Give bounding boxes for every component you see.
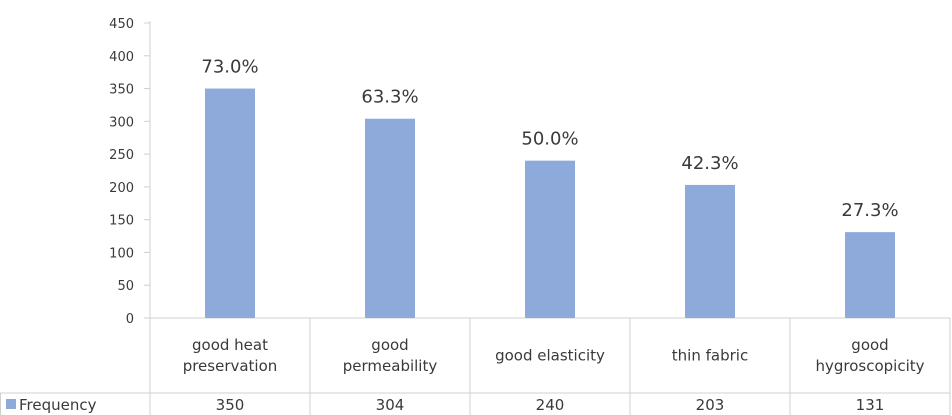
bar-5 <box>845 232 895 318</box>
table-value-cell: 304 <box>376 396 405 414</box>
category-label: preservation <box>183 357 278 375</box>
legend-label: Frequency <box>19 396 97 414</box>
bar-2 <box>365 118 415 318</box>
bar-3 <box>525 160 575 318</box>
category-label: hygroscopicity <box>815 357 924 375</box>
bar-data-label: 42.3% <box>681 153 738 174</box>
y-tick-label: 350 <box>109 83 134 98</box>
table-value-cell: 240 <box>536 396 565 414</box>
table-value-cell: 203 <box>696 396 725 414</box>
y-tick-label: 100 <box>109 246 134 261</box>
bar-data-label: 73.0% <box>201 57 258 78</box>
category-label: good <box>371 336 408 354</box>
category-label: thin fabric <box>672 347 748 365</box>
bar-4 <box>685 184 735 318</box>
table-value-cell: 131 <box>856 396 885 414</box>
y-tick-label: 400 <box>109 50 134 65</box>
y-tick-label: 200 <box>109 181 134 196</box>
category-label: good <box>851 336 888 354</box>
bar-data-label: 63.3% <box>361 87 418 108</box>
category-label: permeability <box>343 357 438 375</box>
bar-1 <box>205 88 255 318</box>
y-tick-label: 0 <box>126 312 134 327</box>
bar-data-label: 27.3% <box>841 200 898 221</box>
legend-swatch <box>6 399 16 409</box>
y-tick-label: 300 <box>109 115 134 130</box>
category-label: good elasticity <box>495 347 605 365</box>
category-label: good heat <box>192 336 268 354</box>
y-tick-label: 250 <box>109 148 134 163</box>
y-tick-label: 50 <box>117 279 134 294</box>
y-tick-label: 150 <box>109 214 134 229</box>
bar-data-label: 50.0% <box>521 129 578 150</box>
y-tick-label: 450 <box>109 17 134 32</box>
table-value-cell: 350 <box>216 396 245 414</box>
